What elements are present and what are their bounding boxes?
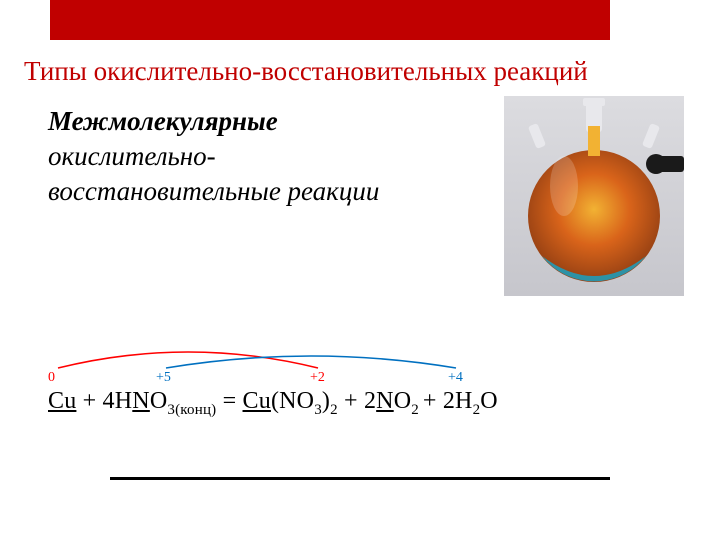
- oxidation-state-plus5: +5: [156, 370, 171, 386]
- eq-cu-product: Cu: [243, 388, 271, 414]
- header-accent-bar: [50, 0, 610, 40]
- eq-n-hno3: N: [132, 388, 150, 414]
- equation-block: 0 +5 +2 +4 Cu + 4HNO3(конц) = Cu(NO3)2 +…: [48, 330, 668, 450]
- chemical-equation: Cu + 4HNO3(конц) = Cu(NO3)2 + 2NO2 + 2H2…: [48, 388, 498, 419]
- slide-subtitle: Межмолекулярные окислительно-восстановит…: [48, 104, 448, 209]
- eq-cu-reactant: Cu: [48, 388, 76, 414]
- oxidation-state-plus4: +4: [448, 370, 463, 386]
- divider-line: [110, 477, 610, 480]
- subtitle-bold: Межмолекулярные: [48, 106, 278, 136]
- flask-illustration: [504, 96, 684, 296]
- slide-title: Типы окислительно-восстановительных реак…: [24, 56, 696, 87]
- oxidation-state-0: 0: [48, 370, 55, 386]
- oxidation-state-plus2: +2: [310, 370, 325, 386]
- subtitle-rest: окислительно-восстановительные реакции: [48, 141, 379, 206]
- eq-n-no2: N: [376, 388, 394, 414]
